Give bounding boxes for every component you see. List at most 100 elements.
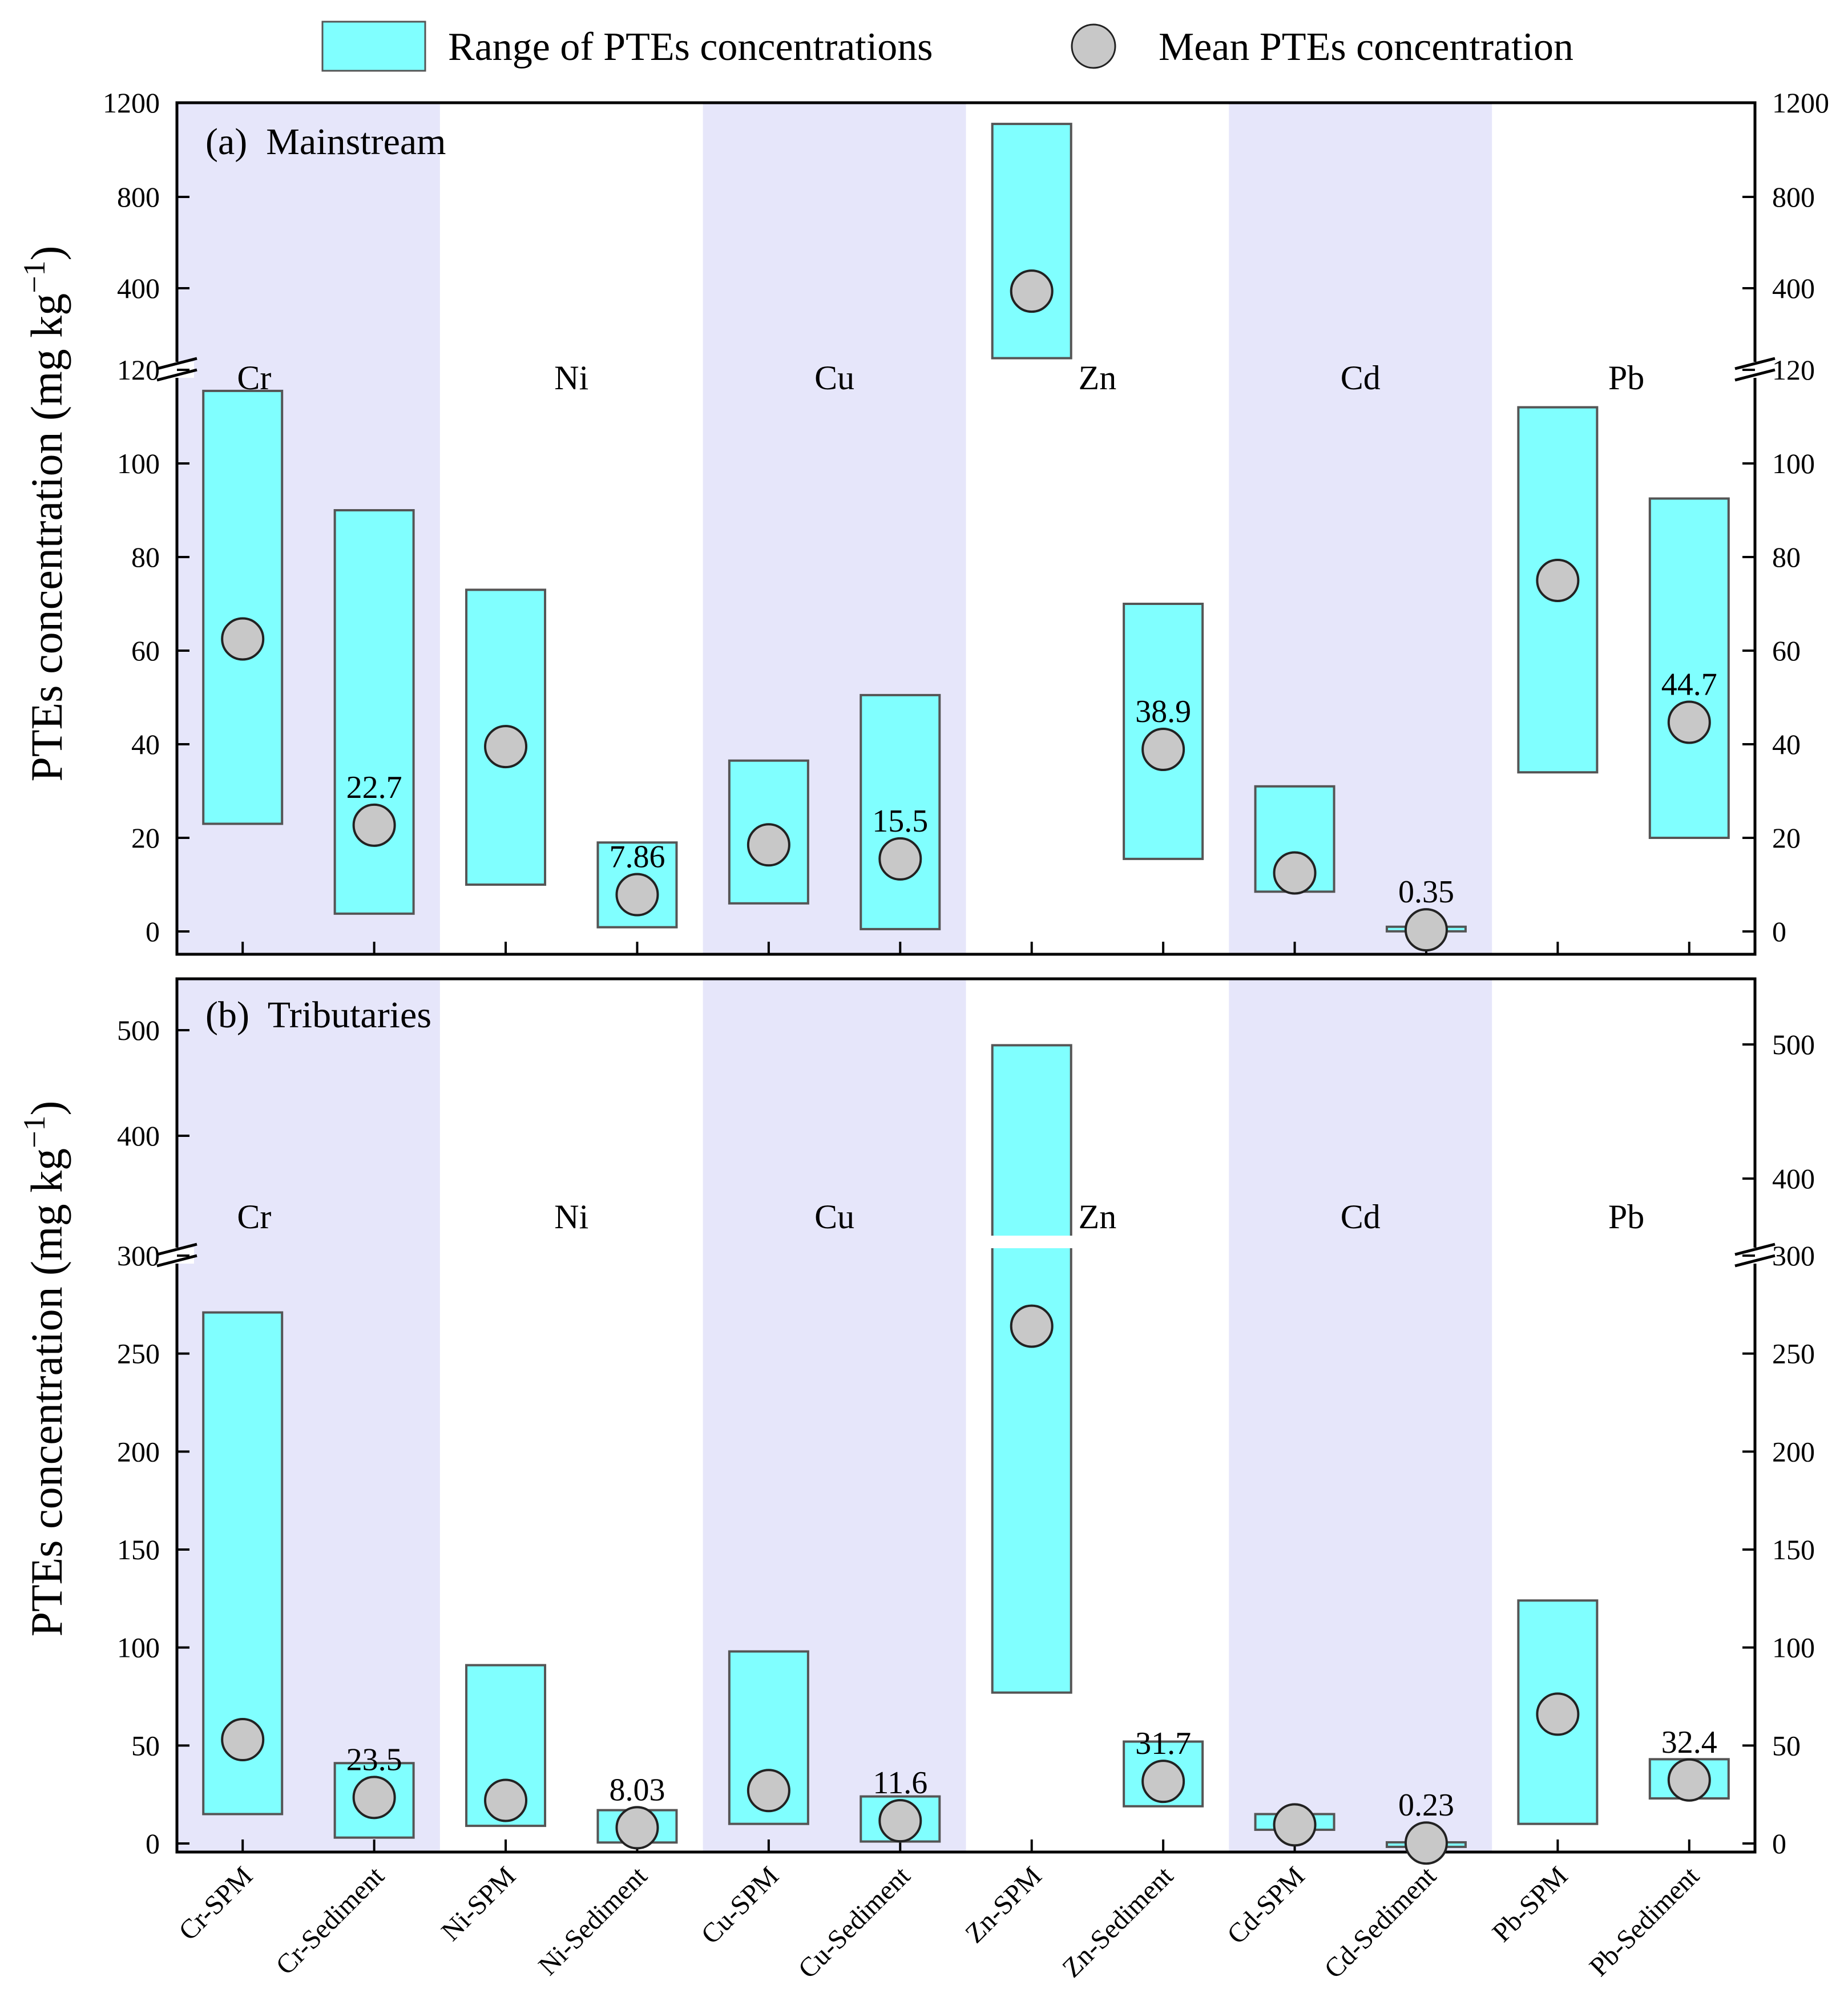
panel-a-ytick-label-right-upper: 400 [1772,272,1815,304]
range-bar-a-zn-spm [991,123,1072,360]
legend-range-label: Range of PTEs concentrations [448,25,933,69]
category-label-ni-spm: Ni-SPM [435,1861,522,1947]
panel-b-band-cd [1229,979,1492,1852]
mean-marker-a-pb-spm [1536,559,1580,602]
panel-a-ytick-label-left: 80 [131,541,160,573]
panel-a-ytick-label-left-upper: 800 [117,181,160,213]
panel-a-ytick-label-left: 100 [117,447,160,479]
range-bar-b-zn-spm [991,1044,1072,1694]
panel-a-break-mark-right-2 [1734,368,1776,382]
panel-a-ytick-label-left: 60 [131,635,160,667]
panel-b-ytick-label-left: 0 [146,1828,160,1859]
mean-marker-b-cu-sediment [878,1799,922,1843]
panel-b-element-label-cr: Cr [237,1198,271,1236]
panel-b-ytick-label-right-upper: 500 [1772,1028,1815,1060]
legend-range-swatch [321,21,426,72]
mean-marker-b-ni-spm [484,1778,528,1822]
panel-a-ytick-label-right: 20 [1772,822,1801,854]
panel-a-ytick-label-right: 80 [1772,541,1801,573]
panel-b-ytick-label-left-upper: 500 [117,1014,160,1046]
panel-a-ytick-label-left-upper: 400 [117,272,160,304]
category-label-cr-sediment: Cr-Sediment [270,1861,390,1981]
panel-b-break-mark-left-1 [156,1242,197,1256]
data-label-b-cr-sediment: 23.5 [346,1742,402,1777]
panel-b-element-label-cd: Cd [1341,1198,1381,1236]
panel-b-ytick-label-right-upper: 400 [1772,1163,1815,1195]
panel-a-element-label-ni: Ni [554,359,588,397]
legend: Range of PTEs concentrations Mean PTEs c… [321,21,1573,72]
panel-a-break-mark-right-1 [1734,357,1776,370]
panel-b-break-mark-right-1 [1734,1242,1776,1256]
mean-marker-b-zn-sediment [1141,1760,1185,1804]
panel-a-ytick-label-right: 120 [1772,354,1815,386]
mean-marker-b-cr-spm [221,1718,265,1762]
range-bar-a-pb-sediment [1648,497,1730,839]
mean-marker-a-cd-sediment [1404,908,1448,952]
mean-marker-a-cu-sediment [878,837,922,881]
mean-marker-b-cr-sediment [352,1776,396,1820]
panel-a-ytick-label-left: 20 [131,822,160,854]
panel-b-element-label-ni: Ni [554,1198,588,1236]
panel-a-ytick-label-right: 0 [1772,915,1786,947]
range-bar-a-cu-sediment [860,693,941,930]
panel-b-ytick-label-left: 50 [131,1729,160,1761]
category-label-pb-sediment: Pb-Sediment [1584,1861,1705,1982]
panel-tributaries: 0 0 50 50 100 100 150 150 200 200 250 250 300 300 400 5… [117,977,1815,1984]
panel-a-element-label-zn: Zn [1079,359,1117,397]
panel-b-ylabel: PTEs concentration (mg kg−1) [17,1100,71,1636]
category-label-cr-spm: Cr-SPM [173,1861,259,1946]
panel-b-ytick-label-left: 200 [117,1435,160,1467]
panel-b-ytick-label-right: 200 [1772,1435,1815,1467]
panel-b-ytick-label-left: 150 [117,1534,160,1566]
panel-a-ytick-label-left-upper: 1200 [103,87,160,119]
panel-a-frame [175,101,1757,956]
mean-marker-a-ni-spm [484,725,528,769]
panel-b-break-mark-left-2 [156,1254,197,1268]
mean-marker-a-cr-sediment [352,803,396,847]
panel-b-element-label-cu: Cu [814,1198,854,1236]
panel-a-element-label-cd: Cd [1341,359,1381,397]
panel-a-ytick-label-left: 0 [146,915,160,947]
panel-a-ytick-label-left: 120 [117,354,160,386]
legend-mean-label: Mean PTEs concentration [1159,25,1573,69]
panel-a-ytick-label-left: 40 [131,728,160,760]
data-label-b-pb-sediment: 32.4 [1661,1725,1717,1760]
data-label-b-cd-sediment: 0.23 [1398,1788,1454,1823]
data-label-a-cr-sediment: 22.7 [346,770,402,805]
panel-b-ytick-label-left: 250 [117,1338,160,1370]
category-label-zn-spm: Zn-SPM [959,1861,1047,1948]
panel-a-ylabel: PTEs concentration (mg kg−1) [17,245,71,781]
panel-a-title: (a) Mainstream [205,121,446,163]
mean-marker-b-cu-spm [747,1769,790,1813]
panel-b-ytick-label-right: 50 [1772,1729,1801,1761]
range-bar-a-cr-sediment [333,509,415,915]
category-label-cd-spm: Cd-SPM [1221,1861,1310,1950]
panel-b-element-label-zn: Zn [1079,1198,1117,1236]
mean-marker-b-ni-sediment [615,1806,659,1850]
mean-marker-a-zn-spm [1010,269,1054,313]
panel-b-zn-bar-break [990,1236,1074,1248]
mean-marker-b-pb-spm [1536,1692,1580,1736]
panel-b-element-label-pb: Pb [1608,1198,1644,1236]
panel-b-ytick-label-left: 300 [117,1240,160,1272]
legend-mean-marker [1071,23,1116,69]
mean-marker-a-ni-sediment [615,873,659,917]
data-label-b-cu-sediment: 11.6 [873,1765,927,1801]
data-label-a-zn-sediment: 38.9 [1135,694,1191,729]
panel-a-ytick-label-right: 40 [1772,728,1801,760]
range-bar-a-cr-spm [202,389,284,825]
data-label-a-cu-sediment: 15.5 [872,804,928,839]
category-label-zn-sediment: Zn-Sediment [1056,1861,1179,1983]
panel-a-element-label-pb: Pb [1608,359,1644,397]
panel-b-break-mark-right-2 [1734,1254,1776,1268]
mean-marker-b-pb-sediment [1667,1758,1711,1802]
data-label-b-ni-sediment: 8.03 [609,1772,665,1808]
category-label-cd-sediment: Cd-Sediment [1318,1861,1442,1984]
panel-b-ytick-label-right: 250 [1772,1338,1815,1370]
mean-marker-a-cr-spm [221,617,265,661]
category-label-pb-spm: Pb-SPM [1487,1861,1574,1948]
mean-marker-a-cd-spm [1273,851,1317,895]
data-label-a-cd-sediment: 0.35 [1398,874,1454,910]
mean-marker-b-cd-sediment [1404,1821,1448,1865]
